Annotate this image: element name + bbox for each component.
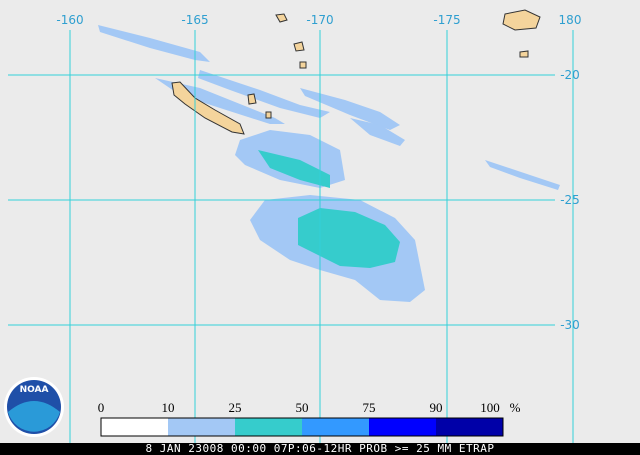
longitude-label: -160: [56, 13, 83, 27]
prob-10-25: [350, 118, 405, 146]
colorbar-cell: [369, 418, 436, 436]
colorbar-cell: [101, 418, 168, 436]
island: [171, 81, 245, 135]
caption: 8 JAN 23008 00:00 07P:06-12HR PROB >= 25…: [145, 442, 494, 455]
latitude-label: -30: [560, 318, 580, 332]
land: [171, 9, 541, 135]
colorbar-label: 50: [296, 400, 309, 415]
colorbar-cell: [302, 418, 369, 436]
prob-25-50: [258, 150, 330, 188]
colorbar-label: 0: [98, 400, 105, 415]
colorbar-label: 90: [430, 400, 443, 415]
caption-bar: [0, 443, 640, 455]
latitude-label: -25: [560, 193, 580, 207]
island: [275, 13, 288, 23]
logo-wave: [8, 401, 60, 432]
logo-text: NOAA: [20, 385, 49, 395]
island: [293, 41, 305, 52]
colorbar-cell: [436, 418, 503, 436]
island: [299, 61, 307, 69]
longitude-label: -165: [181, 13, 208, 27]
colorbar-label: 25: [229, 400, 242, 415]
colorbar-cell: [168, 418, 235, 436]
precip-areas: [98, 25, 560, 302]
noaa-logo: NOAA: [4, 377, 64, 437]
prob-10-25: [300, 88, 400, 130]
colorbar-label: 100: [480, 400, 500, 415]
island: [247, 93, 257, 105]
island: [265, 111, 272, 119]
longitude-label: -175: [433, 13, 460, 27]
graticule: [8, 30, 574, 443]
colorbar-frame: [100, 417, 504, 437]
latitude-label: -20: [560, 68, 580, 82]
island: [519, 50, 529, 58]
prob-10-25: [485, 160, 560, 190]
prob-25-50: [298, 208, 400, 268]
colorbar: 0 10 25 50 75 90 100 %: [98, 400, 521, 437]
longitude-label: -170: [306, 13, 333, 27]
prob-10-25: [198, 70, 330, 118]
prob-10-25: [98, 25, 210, 62]
colorbar-label: 10: [162, 400, 175, 415]
colorbar-unit: %: [510, 400, 521, 415]
island: [502, 9, 541, 31]
colorbar-cell: [235, 418, 302, 436]
colorbar-label: 75: [363, 400, 376, 415]
longitude-label: 180: [559, 13, 582, 27]
